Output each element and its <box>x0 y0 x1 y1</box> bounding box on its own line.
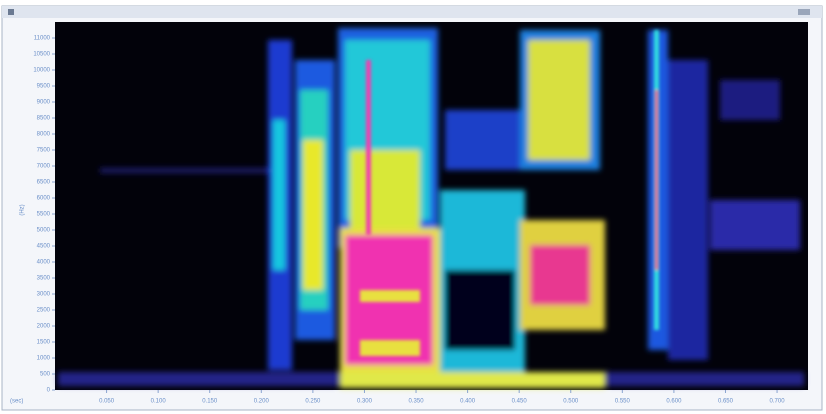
y-tick-label: 7500 <box>37 148 51 154</box>
y-tick-label: 3500 <box>37 276 51 282</box>
y-tick-label: 8000 <box>37 132 51 138</box>
y-tick-label: 2500 <box>37 308 51 314</box>
x-tick-label: 0.100 <box>151 399 167 405</box>
y-tick-label: 10500 <box>33 52 50 58</box>
x-tick-label: 0.350 <box>409 399 425 405</box>
x-tick-label: 0.050 <box>99 399 115 405</box>
window-button[interactable] <box>798 9 810 15</box>
y-tick-label: 6500 <box>37 180 51 186</box>
y-tick-label: 11000 <box>34 36 51 42</box>
y-axis-label: (Hz) <box>20 204 26 215</box>
x-tick-label: 0.700 <box>770 399 786 405</box>
x-tick-label: 0.250 <box>305 399 321 405</box>
y-tick-label: 5000 <box>37 228 51 234</box>
y-tick-label: 4500 <box>37 244 51 250</box>
x-tick-label: 0.550 <box>615 399 631 405</box>
x-tick-label: 0.300 <box>357 399 373 405</box>
y-tick-label: 1000 <box>37 356 51 362</box>
y-tick-label: 9000 <box>37 100 51 106</box>
x-tick-label: 0.400 <box>460 399 476 405</box>
x-tick-label: 0.200 <box>254 399 270 405</box>
y-tick-label: 0 <box>47 388 51 394</box>
y-tick-label: 500 <box>40 372 51 378</box>
x-tick-label: 0.600 <box>666 399 682 405</box>
y-tick-label: 9500 <box>37 84 51 90</box>
x-tick-label: 0.500 <box>563 399 579 405</box>
title-bar <box>2 6 822 18</box>
y-tick-label: 2000 <box>37 324 51 330</box>
x-axis-label: (sec) <box>10 399 23 405</box>
y-tick-label: 10000 <box>33 68 50 74</box>
x-tick-label: 0.650 <box>718 399 734 405</box>
y-tick-label: 5500 <box>37 212 51 218</box>
y-tick-label: 4000 <box>37 260 51 266</box>
y-tick-label: 6000 <box>37 196 51 202</box>
window-icon <box>8 9 14 15</box>
spectrogram-image <box>58 28 804 388</box>
x-tick-label: 0.450 <box>512 399 528 405</box>
x-tick-label: 0.150 <box>202 399 218 405</box>
y-tick-label: 8500 <box>37 116 51 122</box>
y-tick-label: 7000 <box>37 164 51 170</box>
y-tick-label: 3000 <box>37 292 51 298</box>
spectrogram-detail <box>360 30 659 356</box>
y-tick-label: 1500 <box>37 340 51 346</box>
